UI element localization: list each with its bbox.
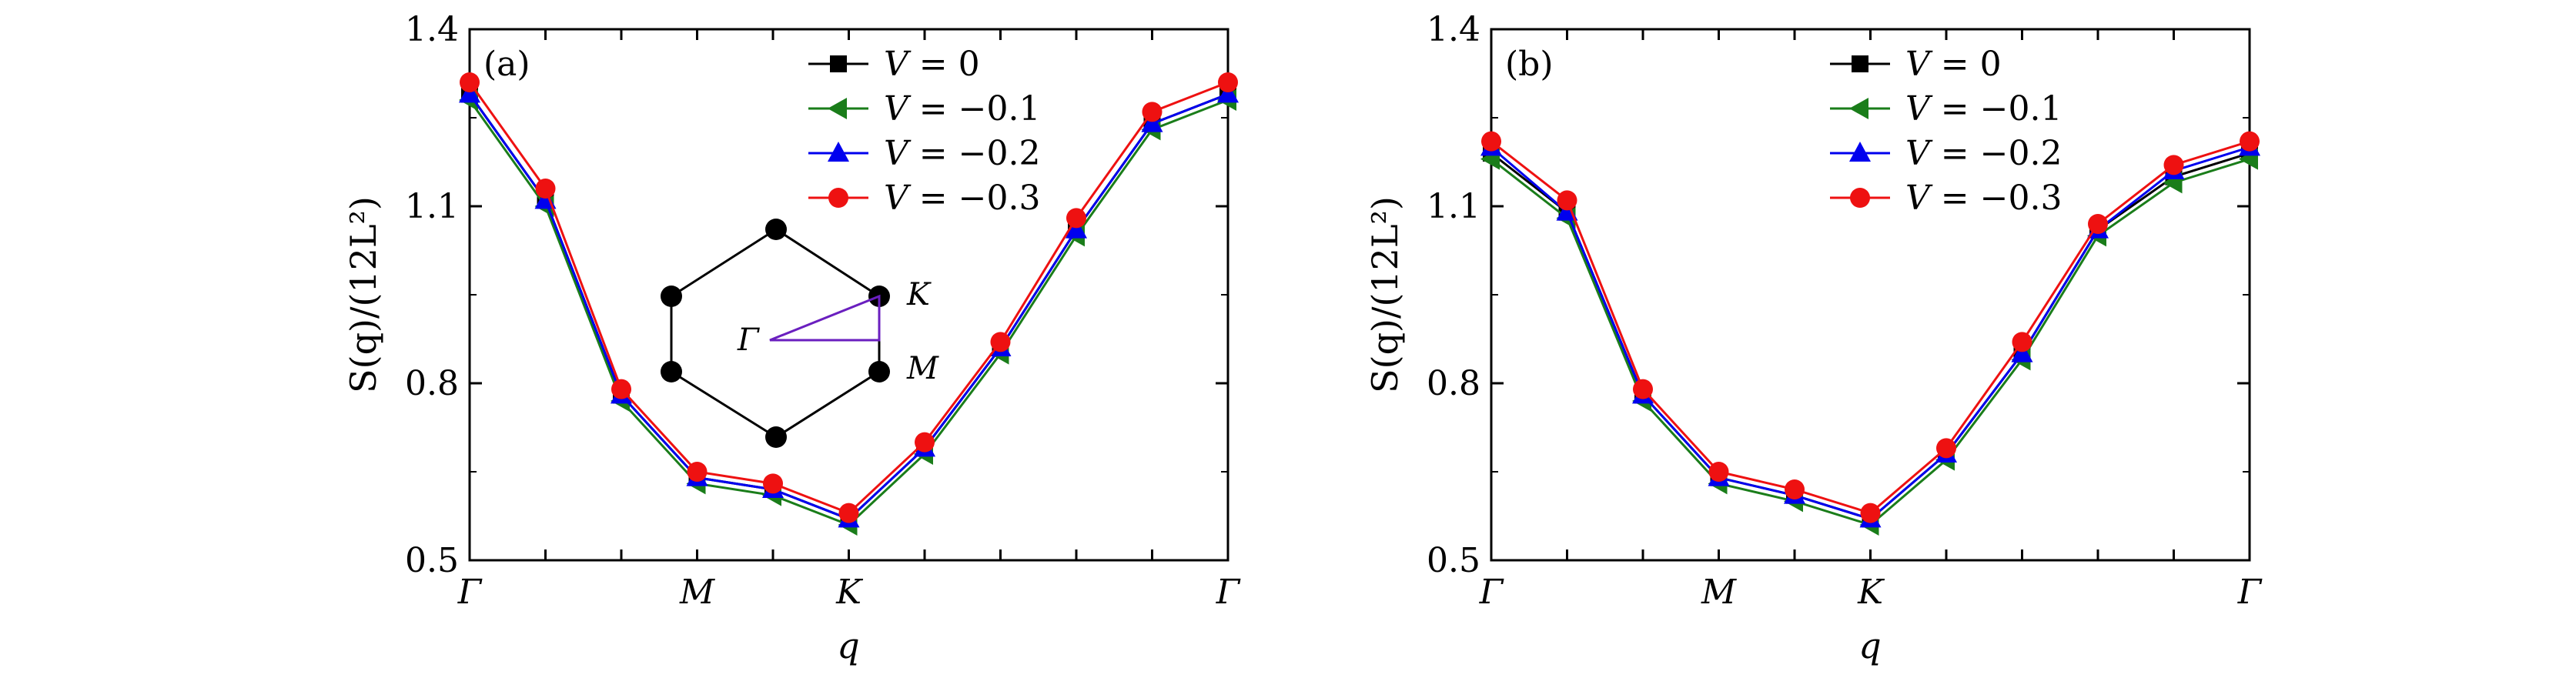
legend-label: V = 0 <box>884 45 980 84</box>
hexagon-vertex <box>765 219 787 240</box>
x-tick-label: Γ <box>1216 573 1241 612</box>
legend-label: V = −0.3 <box>884 179 1040 218</box>
y-axis-title: S(q)/(12L²) <box>343 196 384 393</box>
data-point <box>1708 462 1729 482</box>
inset-label-gamma: Γ <box>737 322 760 358</box>
legend-label: V = −0.2 <box>884 134 1040 173</box>
legend-label: V = −0.1 <box>884 89 1040 129</box>
series-circle <box>1481 131 2260 523</box>
legend: V = 0 V = −0.1 V = −0.2 V = −0.3 <box>808 45 1040 218</box>
data-point <box>535 179 556 199</box>
hexagon-vertex <box>765 426 787 448</box>
data-point <box>460 72 480 92</box>
hexagon-vertex <box>868 361 890 382</box>
legend-marker <box>830 55 847 72</box>
series-triangle-up <box>1480 135 2260 528</box>
data-point <box>1066 208 1086 229</box>
x-tick-label: Γ <box>2237 573 2263 612</box>
x-axis-title: q <box>837 625 859 666</box>
series-circle <box>460 72 1238 523</box>
y-tick-label: 1.1 <box>1427 187 1480 226</box>
x-axis: Γ M K Γ <box>457 29 1241 612</box>
data-point <box>1218 72 1238 92</box>
data-point <box>2012 332 2032 352</box>
brillouin-zone-inset: Γ K M <box>661 219 939 448</box>
legend-label: V = −0.3 <box>1905 179 2062 218</box>
data-point <box>838 503 859 523</box>
y-tick-label: 0.5 <box>1427 541 1480 580</box>
inset-label-m: M <box>906 351 939 386</box>
y-axis: 0.5 0.8 1.1 1.4 <box>405 10 1228 580</box>
inset-label-k: K <box>906 277 932 312</box>
data-point <box>1217 82 1239 103</box>
y-tick-label: 1.4 <box>405 10 459 49</box>
data-point <box>611 379 631 399</box>
x-tick-label: Γ <box>1479 573 1504 612</box>
data-point <box>2088 214 2108 234</box>
legend: V = 0 V = −0.1 V = −0.2 V = −0.3 <box>1830 45 2062 218</box>
legend-marker <box>828 98 847 119</box>
data-point <box>1142 102 1163 122</box>
data-point <box>2163 155 2184 175</box>
data-point <box>1481 131 1501 152</box>
data-point <box>1860 503 1881 523</box>
y-axis-title: S(q)/(12L²) <box>1364 196 1406 393</box>
legend-marker <box>1852 55 1868 72</box>
x-tick-label: K <box>835 573 863 612</box>
data-point <box>1633 379 1653 399</box>
data-point <box>687 462 708 482</box>
data-point <box>990 332 1011 352</box>
legend-marker <box>1849 142 1871 162</box>
data-point <box>2011 342 2033 362</box>
hexagon-vertex <box>661 286 682 307</box>
y-tick-label: 0.8 <box>1427 364 1480 403</box>
data-point <box>1936 438 1956 459</box>
series-square <box>1483 145 2258 528</box>
panel-a: (a) 0.5 0.8 1.1 1.4 Γ M K Γ q S(q)/(12L²) V = … <box>343 10 1241 666</box>
legend-marker <box>1849 98 1868 119</box>
x-tick-label: M <box>1701 573 1737 612</box>
high-symmetry-path <box>769 294 881 342</box>
panel-label: (b) <box>1505 45 1554 84</box>
data-point <box>1141 112 1163 132</box>
y-tick-label: 0.5 <box>405 541 459 580</box>
series-line <box>1490 158 2250 526</box>
x-tick-label: Γ <box>457 573 483 612</box>
y-tick-label: 1.4 <box>1427 10 1480 49</box>
legend-label: V = −0.2 <box>1905 134 2062 173</box>
legend-label: V = 0 <box>1905 45 2002 84</box>
hexagon-vertex <box>661 361 682 382</box>
data-point <box>1785 479 1805 499</box>
series-triangle-left <box>1480 148 2258 536</box>
panel-b: (b) 0.5 0.8 1.1 1.4 Γ M K Γ q S(q)/(12L²) V = … <box>1364 10 2263 666</box>
data-point <box>1066 218 1087 239</box>
series-square <box>461 85 1236 528</box>
y-axis: 0.5 0.8 1.1 1.4 <box>1427 10 2250 580</box>
data-point <box>763 473 783 494</box>
series-layer <box>459 72 1239 536</box>
x-tick-label: K <box>1857 573 1885 612</box>
legend-label: V = −0.1 <box>1905 89 2062 129</box>
data-point <box>915 432 935 453</box>
x-axis-title: q <box>1858 625 1881 666</box>
panel-label: (a) <box>483 45 530 84</box>
y-tick-label: 0.8 <box>405 364 459 403</box>
y-tick-label: 1.1 <box>405 187 459 226</box>
hexagon-outline <box>670 228 881 439</box>
series-layer <box>1480 131 2260 536</box>
data-point <box>459 82 480 103</box>
data-point <box>1557 190 1577 211</box>
x-tick-label: M <box>679 573 715 612</box>
legend-marker <box>1850 188 1870 208</box>
series-triangle-up <box>459 82 1239 528</box>
data-point <box>2240 131 2260 152</box>
legend-marker <box>828 142 849 162</box>
legend-marker <box>828 188 848 208</box>
